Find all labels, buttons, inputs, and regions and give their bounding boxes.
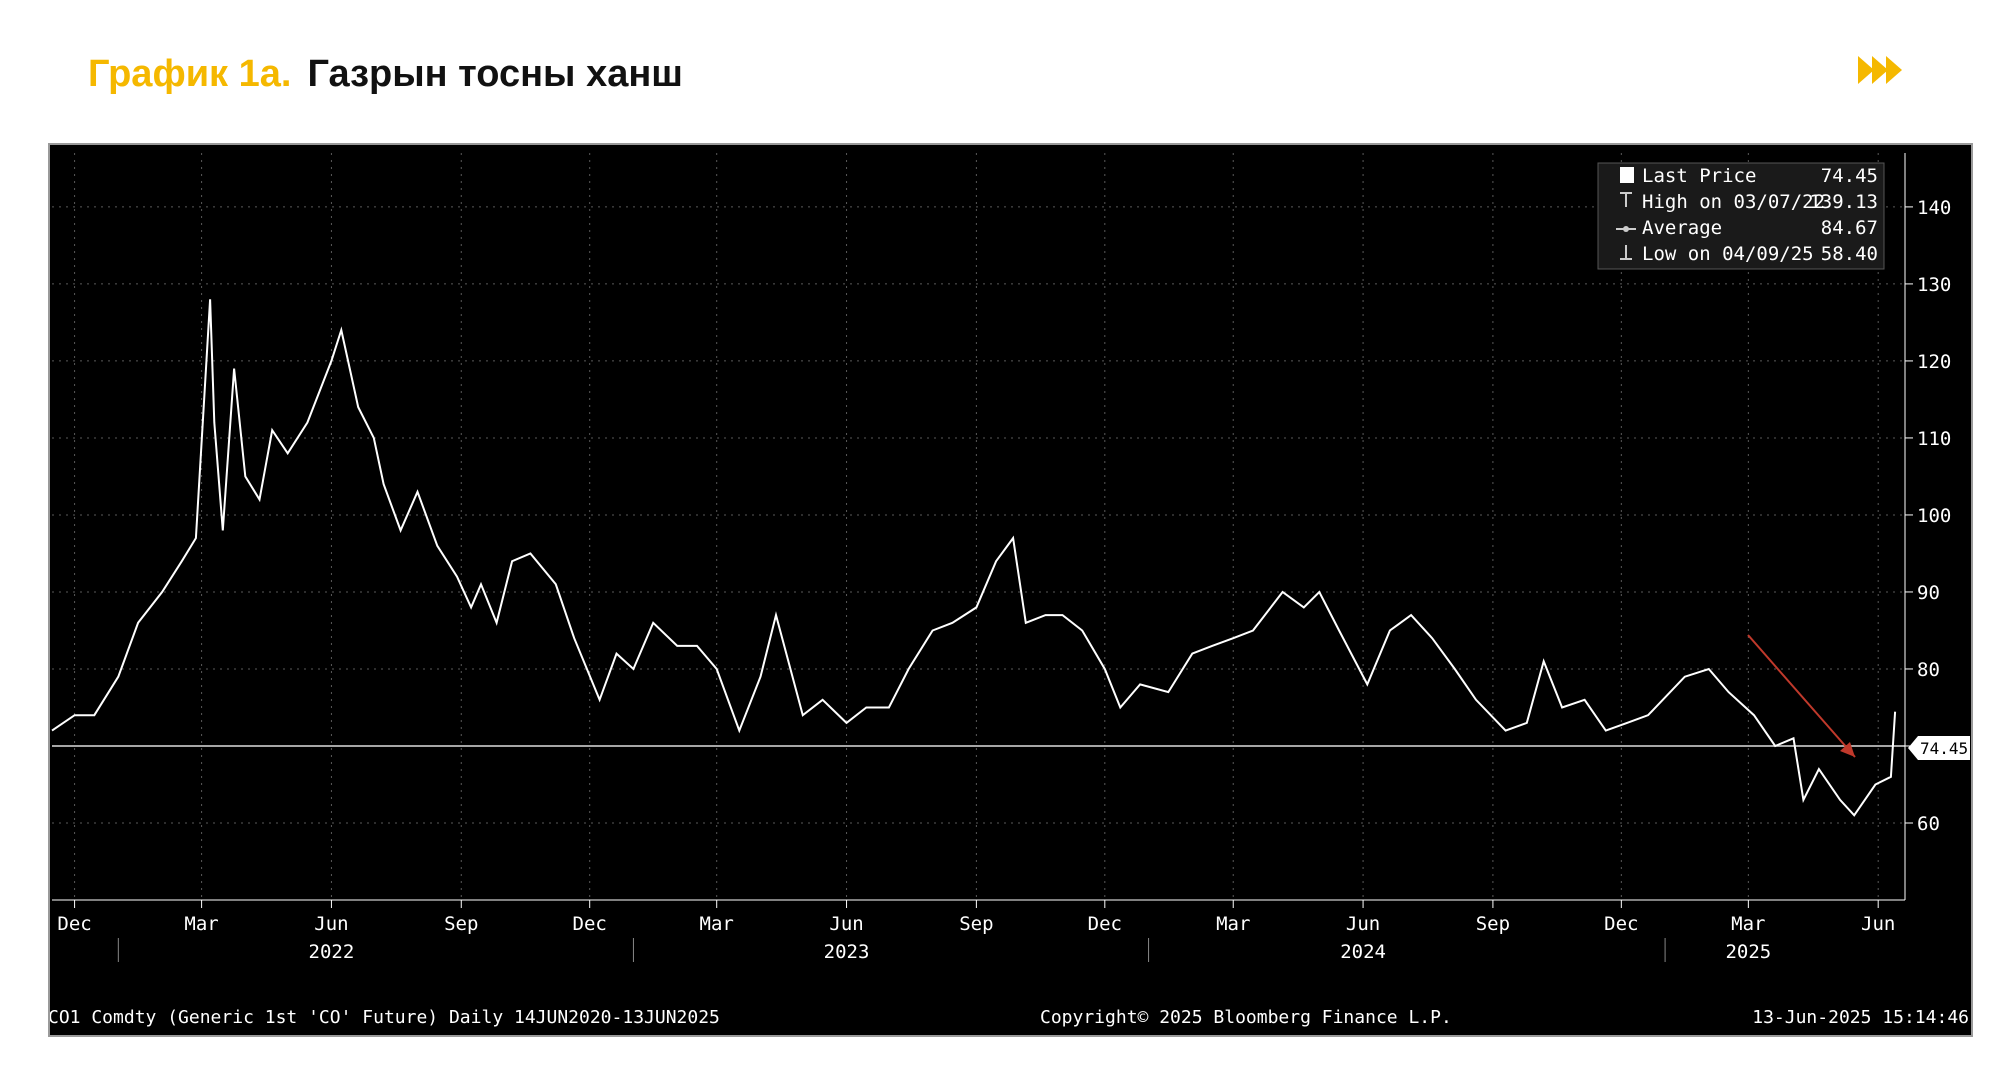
annotation-arrow-head bbox=[1840, 742, 1855, 757]
y-tick-label: 100 bbox=[1917, 505, 1951, 527]
legend-value: 84.67 bbox=[1821, 217, 1878, 239]
legend-label: Last Price bbox=[1642, 165, 1756, 187]
high-marker-icon bbox=[1620, 192, 1632, 207]
y-tick-label: 130 bbox=[1917, 274, 1951, 296]
x-tick-label: Dec bbox=[1088, 913, 1122, 935]
x-tick-label: Sep bbox=[959, 913, 993, 935]
last-price-tag: 74.45 bbox=[1908, 736, 1970, 760]
legend-value: 74.45 bbox=[1821, 165, 1878, 187]
x-tick-label: Dec bbox=[573, 913, 607, 935]
x-tick-label: Dec bbox=[1604, 913, 1638, 935]
x-tick-label: Mar bbox=[1216, 913, 1250, 935]
chart-heading: График 1а. Газрын тосны ханш bbox=[88, 44, 683, 104]
legend-label: Low on 04/09/25 bbox=[1642, 243, 1814, 265]
figure-number: График 1а. bbox=[88, 52, 292, 95]
low-marker-icon bbox=[1620, 245, 1632, 260]
price-chart: 60708090100110120130140 DecMarJunSepDecM… bbox=[50, 153, 1970, 1028]
y-tick-label: 90 bbox=[1917, 582, 1940, 604]
last-price-swatch-icon bbox=[1620, 167, 1634, 183]
legend-box: Last Price 74.45 High on 03/07/22 139.13… bbox=[1597, 162, 1885, 270]
x-tick-label: Dec bbox=[57, 913, 91, 935]
y-tick-label: 110 bbox=[1917, 428, 1951, 450]
x-year-label: 2023 bbox=[824, 941, 870, 963]
legend-label: High on 03/07/22 bbox=[1642, 191, 1825, 213]
annotation-arrow bbox=[1747, 634, 1856, 758]
footer-timestamp: 13-Jun-2025 15:14:46 bbox=[1752, 1007, 1969, 1028]
x-year-label: 2022 bbox=[309, 941, 355, 963]
bloomberg-chart-panel: 60708090100110120130140 DecMarJunSepDecM… bbox=[48, 143, 1973, 1037]
figure-title: Газрын тосны ханш bbox=[307, 52, 683, 95]
y-tick-label: 140 bbox=[1917, 197, 1951, 219]
y-tick-label: 80 bbox=[1917, 659, 1940, 681]
legend-label: Average bbox=[1642, 217, 1722, 239]
legend-row-last-price: Last Price 74.45 bbox=[1620, 165, 1878, 187]
legend-row-low: Low on 04/09/25 58.40 bbox=[1620, 243, 1878, 265]
legend-value: 58.40 bbox=[1821, 243, 1878, 265]
legend-row-average: Average 84.67 bbox=[1616, 217, 1878, 239]
y-axis: 60708090100110120130140 bbox=[1904, 153, 1951, 900]
x-tick-label: Sep bbox=[444, 913, 478, 935]
x-tick-label: Mar bbox=[184, 913, 218, 935]
x-tick-label: Sep bbox=[1476, 913, 1510, 935]
x-tick-label: Jun bbox=[1861, 913, 1895, 935]
legend-value: 139.13 bbox=[1809, 191, 1878, 213]
x-tick-label: Jun bbox=[829, 913, 863, 935]
x-tick-label: Mar bbox=[1731, 913, 1765, 935]
y-tick-label: 120 bbox=[1917, 351, 1951, 373]
x-tick-label: Mar bbox=[700, 913, 734, 935]
double-chevron-right-icon bbox=[1858, 56, 1902, 84]
y-tick-label: 60 bbox=[1917, 813, 1940, 835]
x-axis: Dec Mar Jun Sep Dec Mar Jun Sep Dec Mar Jun Sep Dec M… bbox=[52, 899, 1905, 963]
last-price-tag-text: 74.45 bbox=[1920, 739, 1968, 758]
footer-series-info: CO1 Comdty (Generic 1st 'CO' Future) Dai… bbox=[50, 1007, 720, 1028]
legend-row-high: High on 03/07/22 139.13 bbox=[1620, 191, 1878, 213]
x-year-label: 2025 bbox=[1725, 941, 1771, 963]
x-tick-label: Jun bbox=[1346, 913, 1380, 935]
x-tick-label: Jun bbox=[314, 913, 348, 935]
footer-copyright: Copyright© 2025 Bloomberg Finance L.P. bbox=[1040, 1007, 1452, 1028]
series-line-last-price bbox=[51, 299, 1897, 817]
x-year-label: 2024 bbox=[1340, 941, 1386, 963]
